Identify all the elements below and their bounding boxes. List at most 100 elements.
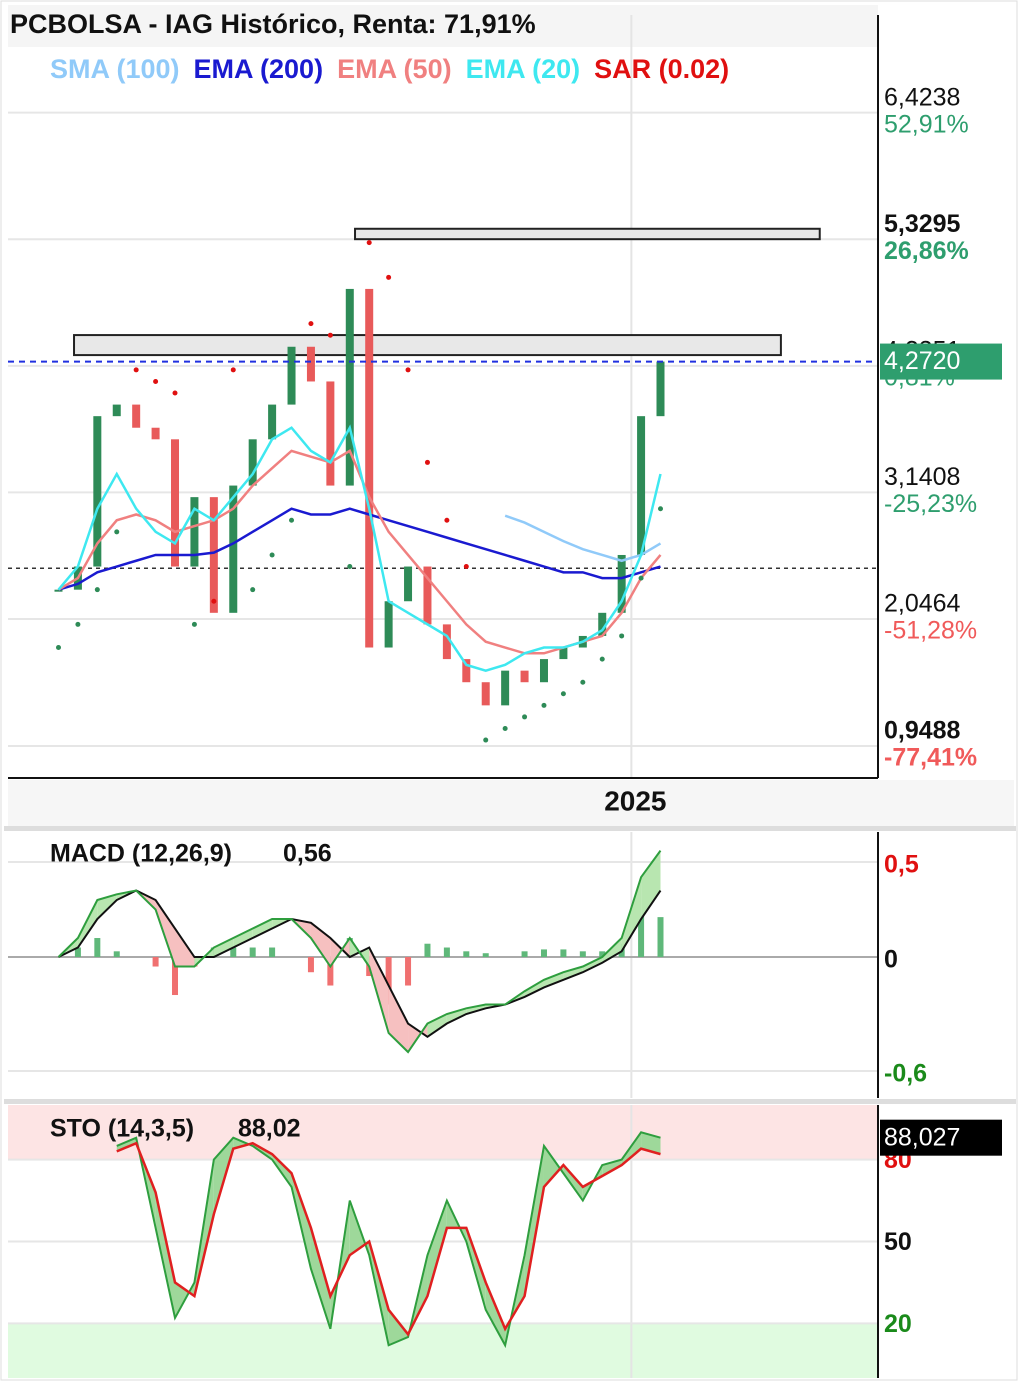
y-tick-label: 0,9488 <box>884 717 961 745</box>
y-tick-pct-label: 26,86% <box>884 237 969 265</box>
legend-entry: SAR (0.02) <box>594 54 729 84</box>
fill-between <box>77 900 98 948</box>
x-tick-label: 2025 <box>604 785 666 816</box>
panel-title: MACD (12,26,9) <box>50 840 232 868</box>
y-tick-label: 0 <box>884 946 898 974</box>
legend-entry: EMA (200) <box>194 54 324 84</box>
fill-between <box>485 1282 506 1346</box>
fill-between <box>369 947 389 1034</box>
sar-dot <box>133 367 139 373</box>
fill-between <box>427 1200 447 1297</box>
candle <box>365 288 374 648</box>
chart-title: PCBOLSA - IAG Histórico, Renta: 71,91% <box>10 9 536 39</box>
sar-dot <box>522 714 528 720</box>
panel-value: 0,56 <box>283 840 332 868</box>
sar-dot <box>55 645 61 651</box>
fill-between <box>252 919 273 939</box>
sar-dot <box>172 390 178 396</box>
histogram-bar <box>405 957 412 986</box>
y-tick-pct-label: -51,28% <box>884 617 977 645</box>
sar-dot <box>638 575 644 581</box>
histogram-bar <box>482 953 489 958</box>
candle <box>656 361 665 417</box>
fill-between <box>97 894 117 920</box>
candle <box>171 439 180 567</box>
fill-between <box>233 928 253 948</box>
legend-entry: EMA (50) <box>337 54 452 84</box>
sar-dot <box>405 367 411 373</box>
fill-between <box>524 979 544 997</box>
candle <box>520 670 529 683</box>
candle <box>559 647 568 660</box>
sar-dot <box>153 378 159 384</box>
candle <box>229 485 238 613</box>
candle <box>539 659 548 683</box>
fill-between <box>582 957 603 973</box>
candle <box>190 497 199 567</box>
fill-between <box>310 922 331 967</box>
y-tick-label: 2,0464 <box>884 590 961 618</box>
sar-dot <box>211 598 217 604</box>
fill-between <box>175 928 195 967</box>
fill-between <box>213 938 234 958</box>
candle <box>112 404 121 417</box>
sar-dot <box>94 587 100 593</box>
histogram-bar <box>307 957 314 973</box>
candle <box>462 659 471 683</box>
sar-dot <box>502 725 508 731</box>
candle <box>501 670 510 706</box>
candle <box>442 624 451 660</box>
sar-dot <box>269 552 275 558</box>
histogram-bar <box>424 943 431 958</box>
last-price-box <box>880 343 1002 380</box>
y-tick-label: 6,4238 <box>884 83 960 111</box>
time-axis-band <box>8 780 1014 826</box>
legend-entry: SMA (100) <box>50 54 180 84</box>
current-label: 88,027 <box>884 1123 960 1151</box>
sar-dot <box>463 564 469 570</box>
histogram-bar <box>269 947 276 958</box>
fill-between <box>543 1145 564 1187</box>
histogram-bar <box>152 957 159 967</box>
panel-title: STO (14,3,5) <box>50 1115 194 1143</box>
histogram-bar <box>249 947 256 958</box>
panel-value: 88,02 <box>238 1115 301 1143</box>
d-line <box>116 1141 661 1337</box>
fill-between <box>641 850 661 920</box>
histogram-bar <box>463 951 470 958</box>
title-bar <box>8 5 878 47</box>
sar-dot <box>619 633 625 639</box>
fill-between <box>388 1309 409 1346</box>
fill-between <box>563 1165 583 1201</box>
y-tick-pct-label: 52,91% <box>884 110 969 138</box>
candle <box>93 416 102 567</box>
y-tick-pct-label: -77,41% <box>884 744 977 772</box>
zone <box>73 334 782 357</box>
sar-dot <box>366 240 372 246</box>
y-tick-label: 3,1408 <box>884 463 960 491</box>
candle <box>151 427 160 440</box>
candle <box>209 497 218 613</box>
y-tick-label: 5,3295 <box>884 210 961 238</box>
fill-between <box>427 1014 447 1037</box>
fill-between <box>621 877 642 952</box>
fill-between <box>524 1145 544 1297</box>
candle <box>637 416 646 555</box>
candle <box>248 439 257 486</box>
candle <box>287 346 296 405</box>
y-tick-label: 20 <box>884 1310 912 1338</box>
sar-dot <box>483 737 489 743</box>
y-tick-label: 0,5 <box>884 851 919 879</box>
fill-between <box>388 985 409 1053</box>
sar-dot <box>386 274 392 280</box>
fill-between <box>446 1008 467 1024</box>
band <box>8 1323 878 1378</box>
candle <box>54 589 63 592</box>
sar-dot <box>347 564 353 570</box>
indicator-line <box>504 514 662 563</box>
sar-dot <box>327 332 333 338</box>
band <box>8 1105 878 1160</box>
histogram-bar <box>172 957 179 996</box>
sar-dot <box>114 529 120 535</box>
sar-dot <box>580 679 586 685</box>
